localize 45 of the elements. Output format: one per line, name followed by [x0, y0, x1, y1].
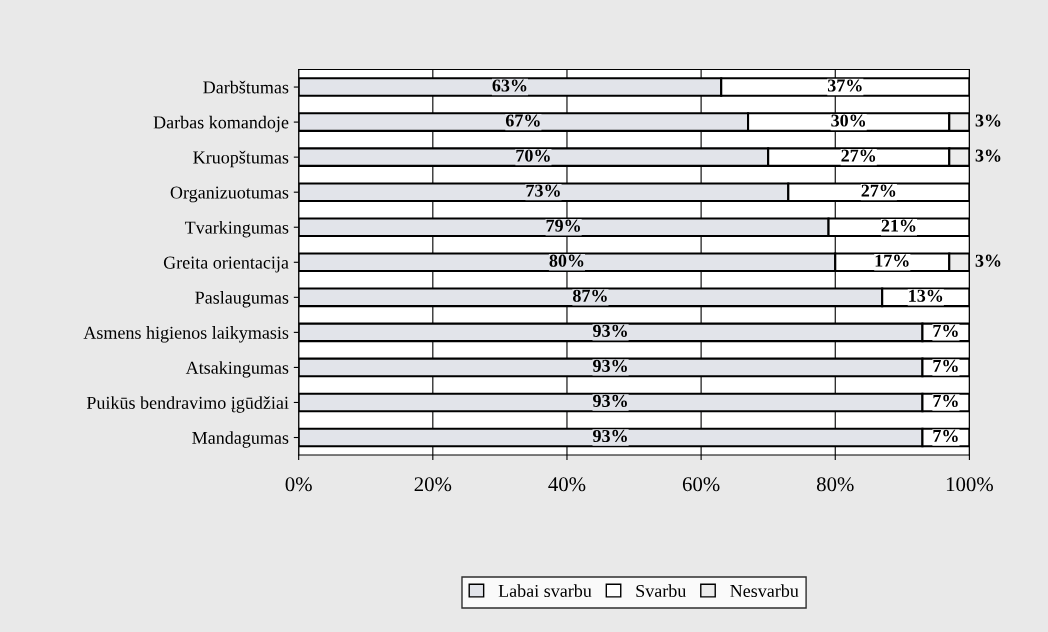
data-label: 17% — [875, 254, 909, 267]
y-tick-label: Paslaugumas — [195, 291, 289, 308]
data-label: 93% — [593, 359, 627, 372]
y-tick-label: Greita orientacija — [163, 256, 289, 273]
data-label: 7% — [933, 429, 958, 443]
data-label: 80% — [549, 254, 584, 267]
y-tick-label: Darbštumas — [203, 80, 289, 94]
data-label: 70% — [516, 149, 550, 162]
data-label: 3% — [975, 254, 1001, 267]
y-tick-label: Tvarkingumas — [184, 220, 289, 238]
data-label: 21% — [881, 219, 916, 232]
data-label: 3% — [975, 114, 1001, 127]
data-label: 79% — [546, 219, 580, 232]
data-label: 30% — [831, 114, 866, 127]
x-tick-label: 0% — [285, 477, 312, 492]
data-label: 7% — [933, 359, 958, 372]
y-tick-label: Puikūs bendravimo įgūdžiai — [86, 396, 289, 413]
x-tick-label: 100% — [946, 477, 993, 492]
data-label: 27% — [841, 149, 876, 162]
data-label: 7% — [933, 324, 958, 337]
data-label: 7% — [933, 394, 958, 408]
data-label: 27% — [861, 184, 896, 197]
data-label: 93% — [593, 394, 627, 408]
y-tick-label: Mandagumas — [192, 431, 289, 448]
data-label: 63% — [492, 79, 527, 92]
x-tick-label: 80% — [816, 477, 854, 492]
legend-label: Nesvarbu — [730, 584, 799, 598]
x-tick-label: 60% — [682, 477, 720, 492]
x-tick-label: 40% — [548, 477, 586, 492]
x-tick-label: 20% — [414, 477, 452, 492]
legend-label: Labai svarbu — [498, 584, 592, 598]
data-label: 37% — [827, 79, 862, 92]
y-tick-label: Asmens higienos laikymasis — [83, 326, 289, 343]
data-label: 87% — [572, 289, 607, 302]
data-label: 3% — [975, 149, 1001, 162]
data-label: 93% — [593, 429, 627, 443]
y-tick-label: Kruopštumas — [193, 150, 289, 168]
y-tick-label: Atsakingumas — [185, 361, 289, 378]
legend-label: Svarbu — [636, 584, 687, 598]
data-label: 13% — [909, 289, 943, 302]
y-tick-label: Organizuotumas — [170, 186, 289, 203]
data-label: 93% — [593, 324, 627, 337]
data-label: 73% — [526, 184, 560, 197]
y-tick-label: Darbas komandoje — [153, 115, 289, 133]
data-label: 67% — [505, 114, 540, 127]
